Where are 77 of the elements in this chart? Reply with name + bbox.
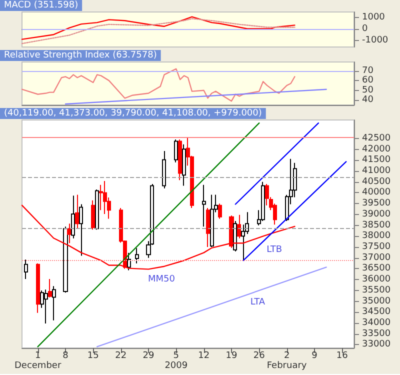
y-tick-label: 42500: [362, 133, 391, 144]
y-tick-label: 34500: [362, 307, 391, 318]
y-tick-label: 36500: [362, 264, 391, 274]
candlestick: [63, 226, 68, 294]
y-tick-label: 38000: [362, 231, 391, 242]
y-tick-label: 40000: [362, 188, 391, 198]
candlestick: [233, 220, 237, 252]
candlestick: [182, 144, 186, 186]
candlestick: [91, 200, 95, 230]
candlestick: [265, 184, 269, 206]
candlestick: [79, 204, 83, 256]
candlestick: [95, 188, 99, 230]
y-tick-label: 37000: [362, 252, 391, 263]
y-tick-label: 40: [362, 95, 374, 106]
x-tick-label: 22: [115, 351, 127, 361]
chart-title: MACD (351.598): [4, 0, 78, 10]
candlestick: [48, 278, 52, 298]
chart-title: (40,119.00, 41,373.00, 39,790.00, 41,108.00, +979.000): [4, 108, 262, 118]
candlestick: [71, 195, 75, 239]
candlestick: [178, 139, 182, 181]
y-tick-label: 34000: [362, 318, 391, 328]
y-tick-label: 41500: [362, 155, 391, 166]
candlestick: [174, 139, 178, 163]
y-tick-label: -1000: [362, 36, 388, 46]
x-tick-label: 9: [312, 351, 318, 361]
x-tick-label: 12: [198, 351, 210, 361]
candlestick: [218, 203, 222, 220]
candlestick: [52, 286, 56, 321]
candlestick: [202, 184, 206, 228]
x-tick-label: 29: [142, 351, 154, 361]
annotation: LTA: [250, 297, 266, 308]
candlestick: [206, 207, 210, 248]
y-tick-label: 50: [362, 85, 374, 96]
candlestick: [44, 289, 48, 324]
y-tick-label: 35500: [362, 285, 391, 296]
candlestick: [99, 184, 103, 211]
y-tick-label: 36000: [362, 274, 391, 285]
y-tick-label: 37500: [362, 242, 391, 252]
x-tick-label: 5 2009: [164, 351, 188, 371]
chart-title: Relative Strength Index (63.7578): [4, 50, 157, 60]
candlestick: [261, 181, 265, 222]
annotation: MM50: [148, 274, 176, 285]
candlestick: [103, 180, 107, 215]
y-tick-label: 0: [362, 24, 368, 34]
candlestick: [135, 248, 139, 264]
y-tick-label: 60: [362, 76, 374, 86]
candlestick: [67, 223, 71, 244]
candlestick: [24, 259, 28, 280]
x-tick-label: 2 February: [266, 351, 308, 371]
candlestick: [237, 214, 241, 239]
y-tick-label: 42000: [362, 144, 391, 154]
annotation: LTB: [266, 244, 282, 255]
y-tick-label: 40500: [362, 176, 391, 187]
y-tick-label: 33000: [362, 340, 391, 350]
x-tick-label: 26: [253, 351, 266, 361]
candlestick: [127, 252, 131, 271]
candlestick: [162, 150, 166, 189]
line-series: [21, 16, 296, 40]
x-tick-label: 1 December: [14, 351, 62, 371]
y-tick-label: 70: [362, 66, 374, 76]
x-tick-label: 16: [336, 351, 348, 361]
line-series: [21, 68, 296, 102]
candlestick: [75, 194, 79, 230]
y-tick-label: 35000: [362, 296, 391, 306]
y-tick-label: 41000: [362, 166, 391, 176]
x-tick-label: 15: [87, 351, 99, 361]
y-tick-label: 39000: [362, 209, 391, 220]
y-tick-label: 1000: [362, 12, 386, 23]
candlestick: [36, 262, 40, 314]
y-tick-label: 38500: [362, 220, 391, 230]
y-tick-label: 39500: [362, 198, 391, 209]
x-tick-label: 8: [62, 351, 69, 361]
y-tick-label: 33500: [362, 328, 391, 339]
line-series: [21, 204, 296, 270]
line-series: [21, 18, 296, 44]
candlestick: [210, 194, 214, 248]
x-tick-label: 19: [226, 351, 238, 361]
